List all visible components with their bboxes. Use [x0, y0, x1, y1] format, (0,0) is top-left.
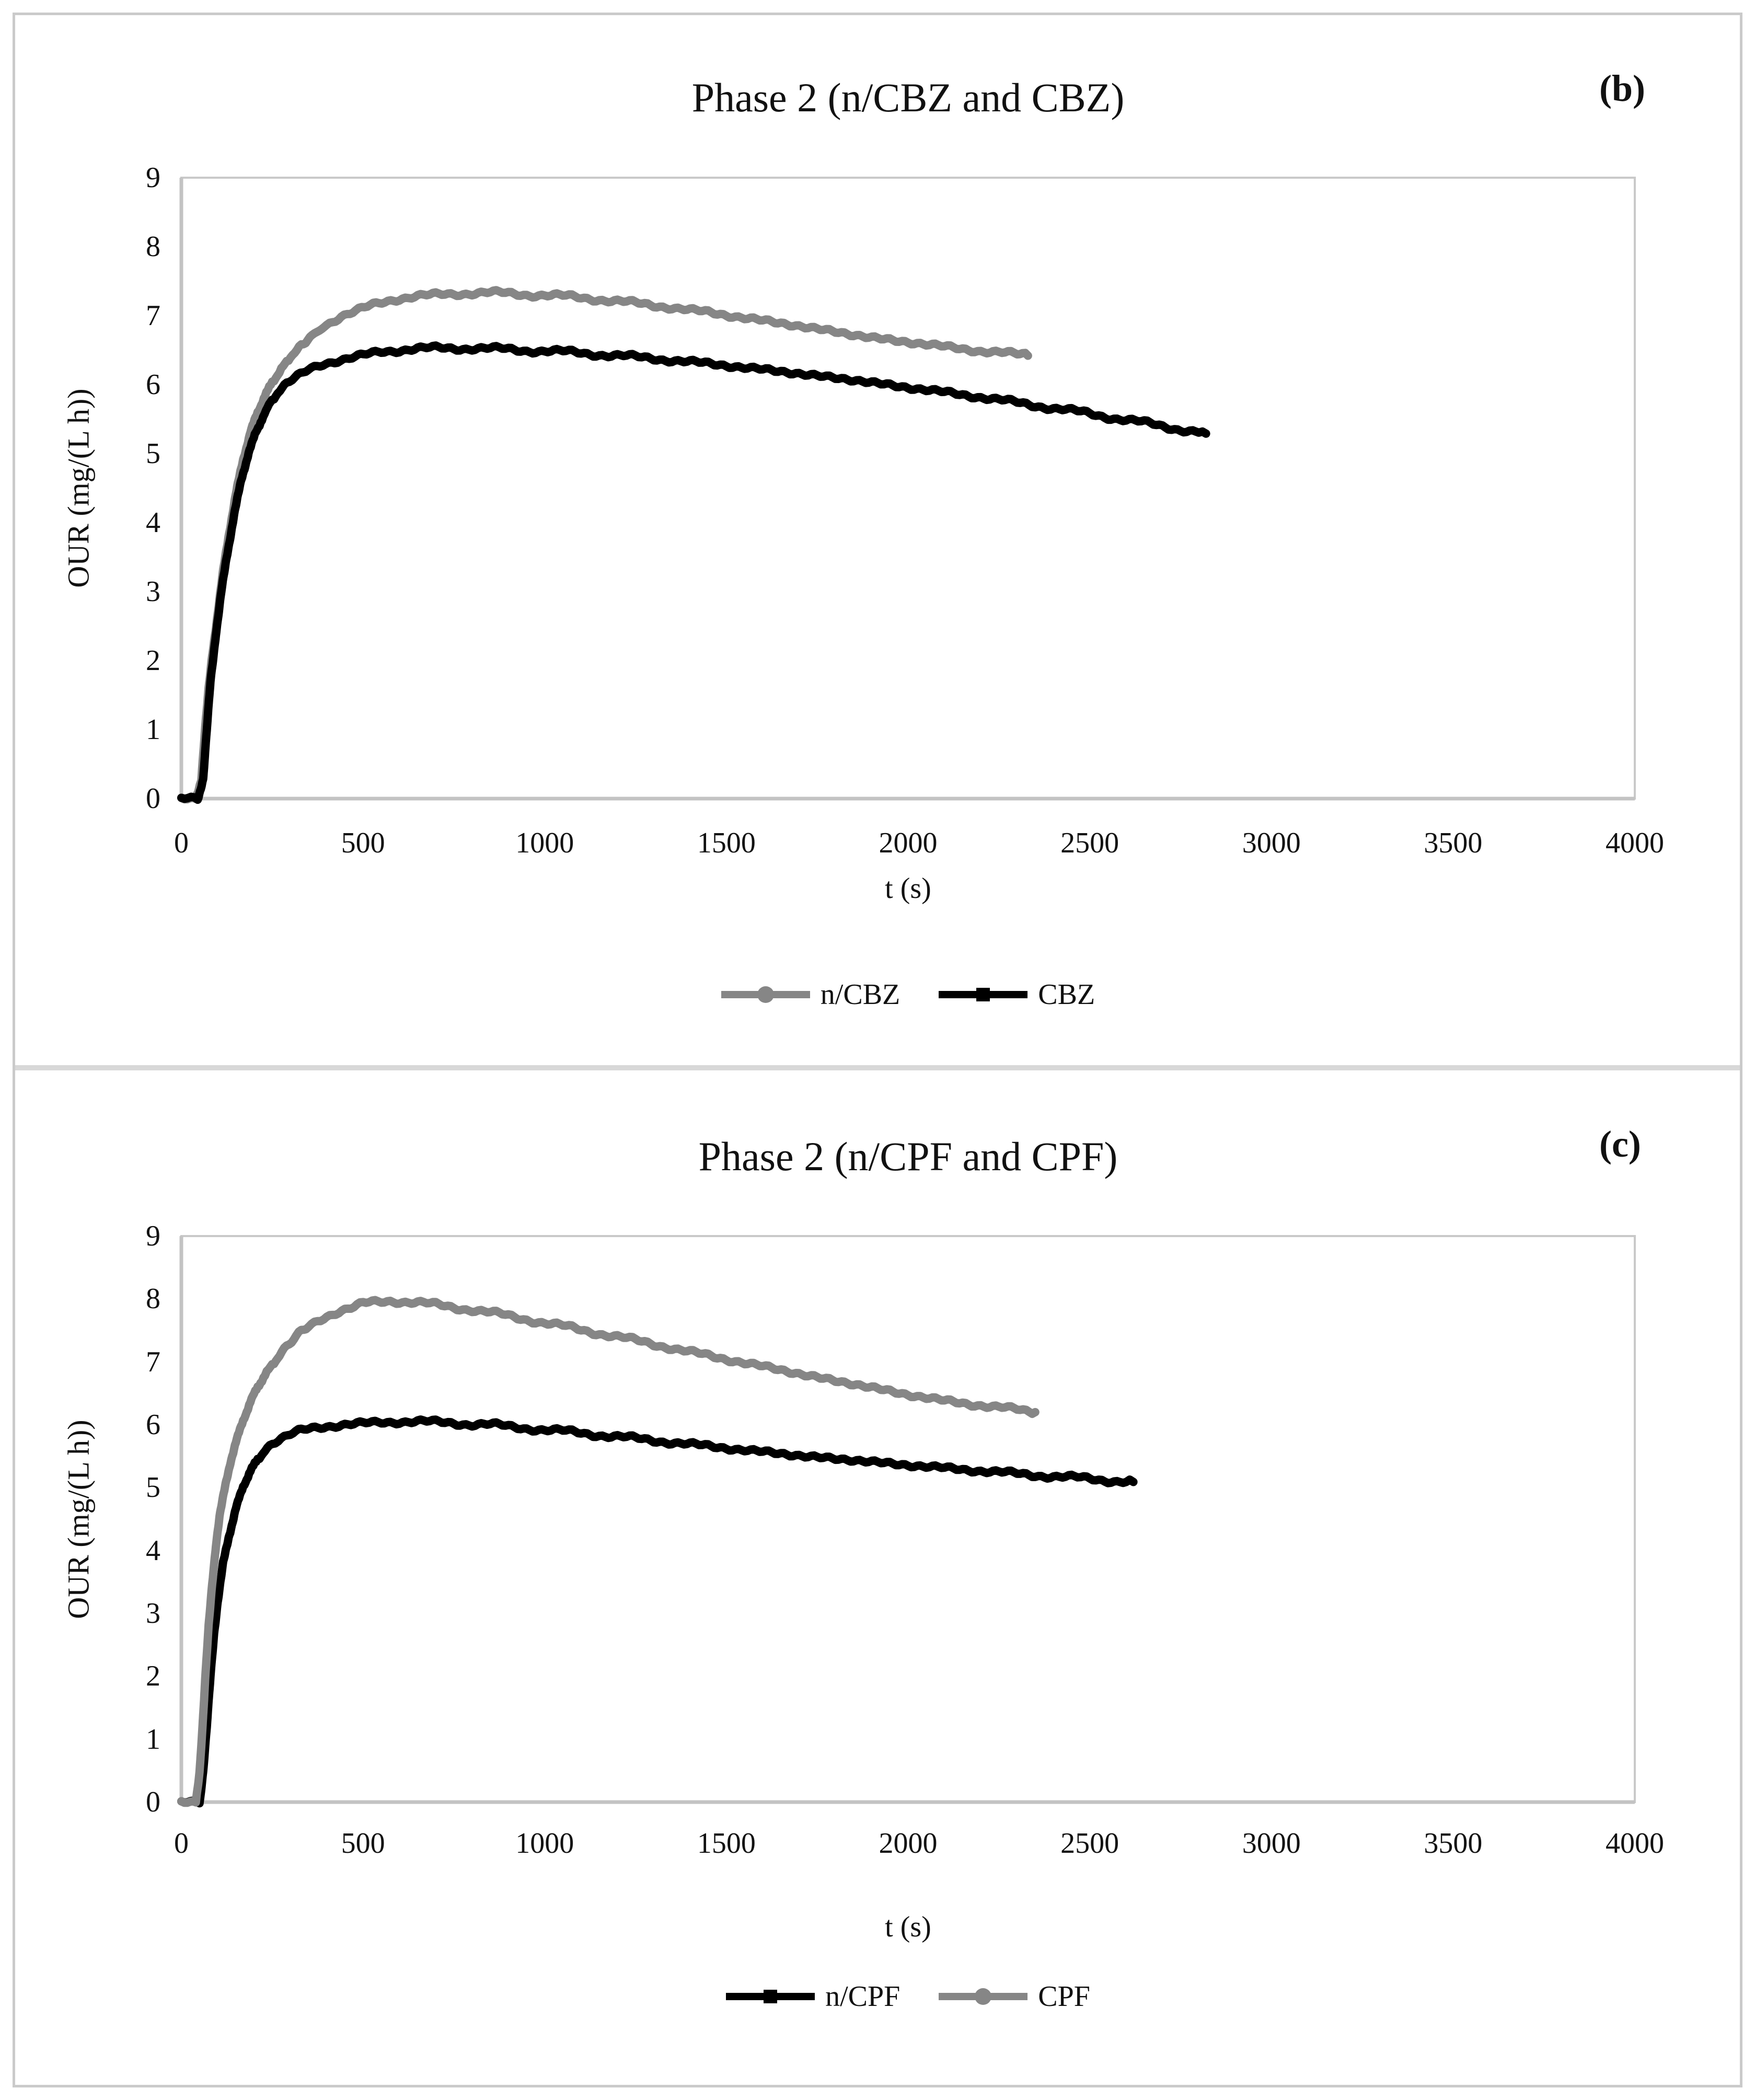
x-tick-label: 0 [174, 1827, 189, 1860]
chart-b-plot [177, 177, 1636, 804]
x-tick-label: 1000 [515, 827, 574, 859]
legend-item-ncbz: n/CBZ [721, 978, 900, 1011]
y-tick-label: 4 [146, 1534, 160, 1567]
panel-divider [15, 1065, 1740, 1070]
x-tick-label: 3000 [1242, 827, 1301, 859]
ncbz-legend-line-icon [721, 986, 810, 1003]
figure-border [13, 13, 1742, 2087]
legend-item-cbz: CBZ [939, 978, 1095, 1011]
x-tick-label: 0 [174, 827, 189, 859]
cbz-legend-label: CBZ [1038, 978, 1095, 1011]
chart-b-x-axis-title: t (s) [885, 872, 931, 905]
x-tick-label: 4000 [1606, 827, 1664, 859]
x-tick-label: 3000 [1242, 1827, 1301, 1860]
y-tick-label: 9 [146, 1220, 160, 1252]
x-tick-label: 1000 [515, 1827, 574, 1860]
cpf-circle-marker-icon [975, 1988, 992, 2005]
chart-c-y-axis-title: OUR (mg/(L h)) [61, 1420, 96, 1619]
panel-b-letter: (b) [1599, 67, 1645, 109]
y-tick-label: 0 [146, 782, 160, 815]
series-curve-CBZ [177, 341, 1210, 804]
chart-c-legend: n/CPF CPF [181, 1973, 1635, 2020]
x-tick-label: 2000 [879, 1827, 938, 1860]
y-tick-label: 2 [146, 644, 160, 677]
ncpf-square-marker-icon [764, 1990, 778, 2003]
legend-item-cpf: CPF [939, 1980, 1090, 2013]
y-tick-label: 2 [146, 1660, 160, 1693]
y-tick-label: 1 [146, 1723, 160, 1756]
y-tick-label: 6 [146, 1409, 160, 1441]
y-tick-label: 1 [146, 713, 160, 746]
series-curve-CPF [177, 1296, 1040, 1807]
cbz-legend-line-icon [939, 988, 1028, 1001]
plot-area-border [180, 1235, 1636, 1803]
x-tick-label: 2500 [1060, 1827, 1119, 1860]
cbz-square-marker-icon [976, 988, 990, 1001]
y-tick-label: 8 [146, 1283, 160, 1316]
chart-b-legend: n/CBZ CBZ [181, 971, 1635, 1018]
y-tick-label: 8 [146, 230, 160, 263]
y-tick-label: 5 [146, 1471, 160, 1504]
ncpf-legend-line-icon [726, 1990, 815, 2003]
y-tick-label: 7 [146, 1345, 160, 1378]
y-tick-label: 9 [146, 161, 160, 194]
ncbz-circle-marker-icon [757, 986, 774, 1003]
x-tick-label: 4000 [1606, 1827, 1664, 1860]
y-tick-label: 4 [146, 506, 160, 539]
chart-c-x-axis-title: t (s) [885, 1911, 931, 1943]
x-tick-label: 1500 [697, 827, 756, 859]
legend-item-ncpf: n/CPF [726, 1980, 900, 2013]
cpf-legend-line-icon [939, 1988, 1028, 2005]
x-tick-label: 2500 [1060, 827, 1119, 859]
chart-b-title: Phase 2 (n/CBZ and CBZ) [691, 75, 1125, 120]
x-tick-label: 3500 [1424, 827, 1483, 859]
y-tick-label: 7 [146, 299, 160, 332]
chart-c-plot [177, 1235, 1636, 1808]
y-tick-label: 6 [146, 368, 160, 401]
x-tick-label: 500 [341, 827, 385, 859]
x-tick-label: 1500 [697, 1827, 756, 1860]
chart-c-title: Phase 2 (n/CPF and CPF) [698, 1134, 1118, 1179]
x-tick-label: 500 [341, 1827, 385, 1860]
ncbz-legend-label: n/CBZ [820, 978, 900, 1011]
y-tick-label: 0 [146, 1786, 160, 1818]
ncpf-legend-label: n/CPF [825, 1980, 900, 2013]
y-tick-label: 3 [146, 575, 160, 608]
y-tick-label: 5 [146, 437, 160, 470]
panel-c-letter: (c) [1599, 1123, 1641, 1165]
cpf-legend-label: CPF [1038, 1980, 1090, 2013]
chart-b-y-axis-title: OUR (mg/(L h)) [61, 388, 96, 588]
plot-area-border [180, 177, 1636, 800]
y-tick-label: 3 [146, 1597, 160, 1630]
x-tick-label: 2000 [879, 827, 938, 859]
x-tick-label: 3500 [1424, 1827, 1483, 1860]
series-curve-n/CPF [177, 1415, 1138, 1808]
